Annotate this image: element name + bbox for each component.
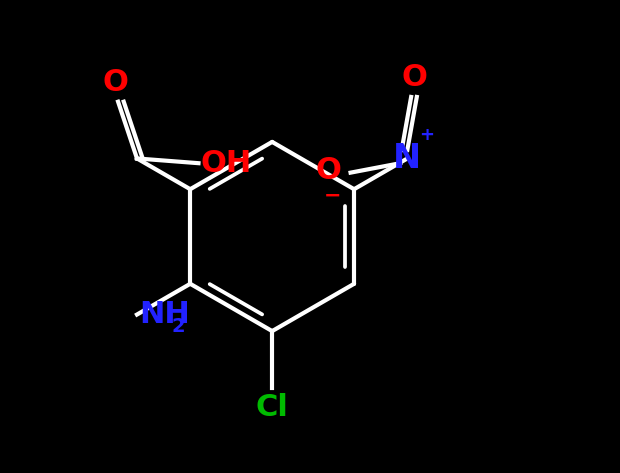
Text: O: O — [103, 68, 128, 97]
Text: 2: 2 — [171, 317, 185, 336]
Text: O: O — [402, 63, 427, 92]
Text: OH: OH — [201, 149, 252, 178]
Text: N: N — [393, 142, 422, 175]
Text: O: O — [315, 156, 341, 185]
Text: −: − — [324, 186, 341, 206]
Text: Cl: Cl — [255, 393, 288, 421]
Text: +: + — [419, 126, 434, 144]
Text: NH: NH — [140, 300, 190, 329]
